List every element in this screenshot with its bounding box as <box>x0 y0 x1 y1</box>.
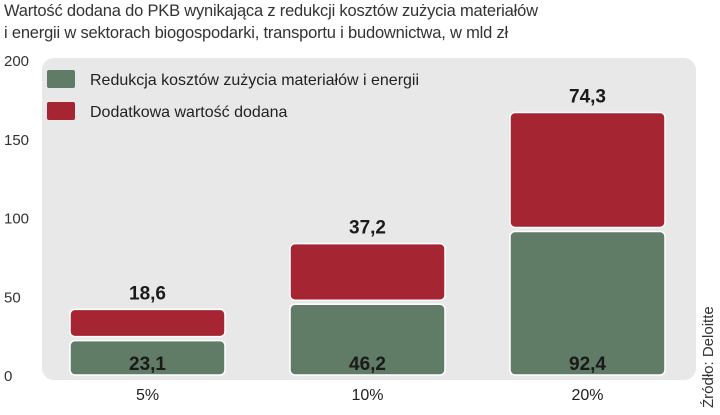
data-label-green: 92,4 <box>569 354 606 375</box>
chart-title-line-2: i energii w sektorach biogospodarki, tra… <box>4 24 508 42</box>
x-tick-label: 20% <box>571 387 603 404</box>
bar-segment <box>289 303 446 376</box>
legend-label: Dodatkowa wartość dodana <box>90 104 288 121</box>
legend-swatch <box>47 102 75 120</box>
y-tick-label: 100 <box>4 211 29 228</box>
chart-title-line-1: Wartość dodana do PKB wynikająca z reduk… <box>4 2 538 20</box>
x-tick-label: 5% <box>136 387 159 404</box>
data-label-green: 23,1 <box>129 354 166 375</box>
bar-segment <box>69 308 226 338</box>
bar-segment <box>509 230 666 376</box>
y-tick-label: 50 <box>4 289 21 306</box>
chart-title: Wartość dodana do PKB wynikająca z reduk… <box>4 0 644 44</box>
legend-swatch <box>47 70 75 88</box>
data-label-red: 74,3 <box>569 86 606 107</box>
bars: 23,1 18,6 46,2 37,2 92,4 74,3 <box>69 86 666 376</box>
y-axis: 0 50 100 150 200 <box>4 53 29 385</box>
y-tick-label: 200 <box>4 53 29 70</box>
data-label-red: 37,2 <box>349 218 386 239</box>
data-label-red: 18,6 <box>129 283 166 304</box>
legend-label: Redukcja kosztów zużycia materiałów i en… <box>90 72 419 89</box>
y-tick-label: 0 <box>4 368 12 385</box>
data-label-green: 46,2 <box>349 354 386 375</box>
source-note: Źródło: Deloitte <box>698 298 717 408</box>
legend: Redukcja kosztów zużycia materiałów i en… <box>47 70 419 121</box>
source-text: Źródło: Deloitte <box>700 306 717 408</box>
x-axis: 5% 10% 20% <box>136 387 604 404</box>
bar-segment <box>289 242 446 301</box>
bar-segment <box>509 111 666 229</box>
x-tick-label: 10% <box>351 387 383 404</box>
bar-segment <box>69 339 226 376</box>
y-tick-label: 150 <box>4 132 29 149</box>
